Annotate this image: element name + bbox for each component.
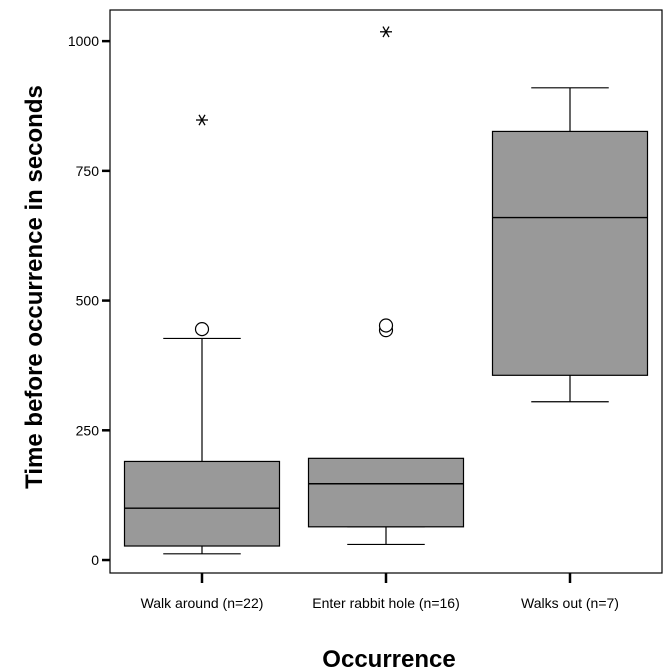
y-tick-label: 1000 — [68, 33, 99, 49]
x-tick-label: Enter rabbit hole (n=16) — [312, 595, 459, 611]
x-axis-title: Occurrence — [322, 646, 455, 672]
extreme-point — [380, 26, 392, 38]
y-tick-label: 0 — [91, 552, 99, 568]
box-iqr — [123, 460, 281, 547]
plot-area: 0 250 500 750 1000 Walk around (n=22) Enter ra… — [68, 9, 663, 611]
extreme-stroke — [198, 114, 206, 126]
extreme-stroke — [382, 26, 390, 38]
y-axis-title: Time before occurrence in seconds — [21, 85, 48, 489]
extreme-point — [196, 114, 208, 126]
box-iqr — [491, 130, 649, 376]
y-tick-label: 500 — [76, 293, 100, 309]
y-tick-label: 750 — [76, 163, 100, 179]
x-tick-label: Walk around (n=22) — [141, 595, 264, 611]
outlier-point — [194, 322, 210, 337]
x-tick-label: Walks out (n=7) — [521, 595, 619, 611]
y-tick-label: 250 — [76, 422, 100, 438]
box-iqr — [307, 457, 465, 528]
outlier-point — [378, 318, 394, 333]
